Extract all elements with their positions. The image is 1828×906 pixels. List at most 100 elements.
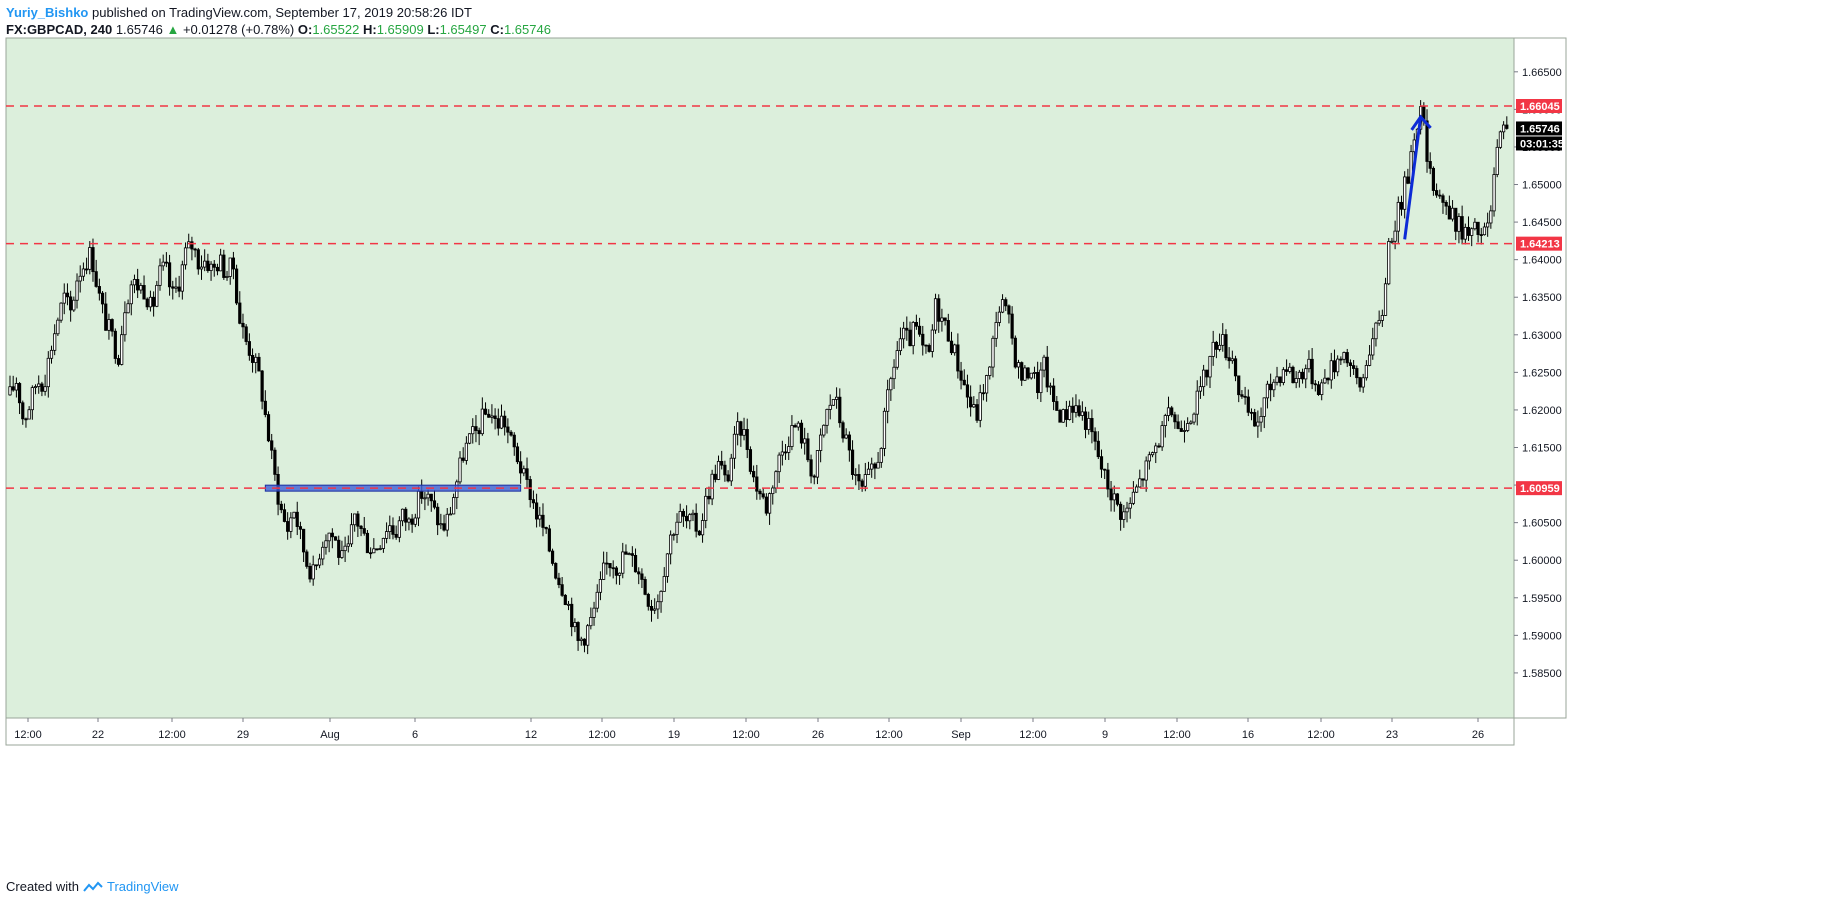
candle bbox=[132, 279, 137, 286]
candle bbox=[1192, 413, 1196, 423]
candle bbox=[171, 286, 175, 289]
y-tick-label: 1.64000 bbox=[1522, 255, 1562, 267]
candle bbox=[841, 422, 845, 439]
candle bbox=[525, 468, 529, 480]
candle bbox=[27, 409, 31, 420]
candle bbox=[187, 241, 191, 249]
candle bbox=[898, 338, 903, 352]
candle bbox=[541, 514, 545, 528]
candle bbox=[1080, 411, 1084, 416]
price-chart[interactable]: 1.665001.660001.655001.650001.645001.640… bbox=[0, 0, 1828, 870]
plot-area[interactable] bbox=[5, 37, 1515, 719]
candle bbox=[62, 292, 66, 304]
candle bbox=[81, 268, 86, 277]
candle bbox=[1224, 334, 1228, 359]
candle bbox=[1170, 407, 1174, 416]
y-tick-label: 1.63500 bbox=[1522, 292, 1562, 304]
candle bbox=[755, 476, 759, 492]
ohlc-line: FX:GBPCAD, 240 1.65746 ▲ +0.01278 (+0.78… bbox=[6, 21, 551, 38]
candle bbox=[1300, 371, 1305, 380]
time-axis[interactable] bbox=[5, 717, 1515, 746]
x-tick-label: 12:00 bbox=[588, 729, 616, 741]
open-label: O: bbox=[297, 22, 313, 37]
candle bbox=[815, 450, 820, 478]
tradingview-link[interactable]: TradingView bbox=[106, 879, 179, 894]
candle bbox=[1489, 210, 1493, 224]
candle bbox=[716, 460, 721, 480]
candle bbox=[672, 534, 676, 536]
candle bbox=[228, 257, 232, 277]
candle bbox=[576, 622, 580, 641]
candle bbox=[1077, 405, 1081, 416]
candle bbox=[1160, 425, 1164, 448]
candle bbox=[136, 279, 140, 291]
candle bbox=[311, 564, 315, 580]
candle bbox=[196, 249, 200, 270]
price-axis[interactable] bbox=[1513, 37, 1567, 719]
level-price-tag bbox=[1516, 481, 1562, 496]
candle bbox=[589, 616, 593, 627]
candle bbox=[420, 490, 424, 499]
candle bbox=[1253, 412, 1257, 427]
candle bbox=[860, 480, 864, 487]
candle bbox=[1387, 241, 1391, 285]
candle bbox=[547, 528, 551, 552]
trend-arrow-line[interactable] bbox=[1403, 116, 1423, 240]
candle bbox=[1348, 362, 1353, 366]
candle bbox=[522, 468, 526, 474]
candle bbox=[1013, 337, 1017, 368]
candle bbox=[1000, 299, 1005, 313]
candle bbox=[1275, 376, 1279, 383]
candle bbox=[630, 553, 634, 556]
candle bbox=[282, 509, 287, 522]
candle bbox=[21, 402, 25, 420]
candle bbox=[1026, 367, 1030, 379]
x-tick-label: 26 bbox=[812, 729, 824, 741]
candle bbox=[640, 573, 644, 580]
candle bbox=[490, 415, 494, 418]
candle bbox=[886, 389, 890, 412]
candle bbox=[1342, 352, 1346, 360]
candle bbox=[1444, 201, 1448, 207]
candle bbox=[180, 264, 184, 292]
candle bbox=[1208, 356, 1212, 378]
y-tick-label: 1.66500 bbox=[1522, 67, 1562, 79]
candle bbox=[1007, 305, 1011, 315]
candle bbox=[1399, 201, 1404, 210]
candle bbox=[732, 433, 737, 459]
author-link[interactable]: Yuriy_Bishko bbox=[6, 5, 89, 20]
candle bbox=[59, 302, 63, 321]
candle bbox=[595, 591, 599, 609]
candle bbox=[777, 454, 781, 473]
candle bbox=[238, 302, 242, 324]
candle bbox=[624, 551, 628, 555]
candle bbox=[1186, 423, 1190, 431]
candle bbox=[340, 550, 344, 558]
candle bbox=[850, 449, 855, 475]
candle bbox=[295, 511, 299, 527]
candle bbox=[167, 262, 172, 288]
close-value: 1.65746 bbox=[503, 22, 551, 37]
candle bbox=[292, 511, 296, 519]
candle bbox=[49, 349, 54, 359]
candle bbox=[1004, 299, 1008, 307]
y-tick-label: 1.64500 bbox=[1522, 217, 1562, 229]
candle bbox=[780, 451, 784, 456]
candle bbox=[1291, 366, 1295, 384]
last-price-label: 1.65746 bbox=[1520, 123, 1560, 135]
candle bbox=[139, 285, 143, 291]
candle bbox=[215, 266, 220, 272]
candle bbox=[46, 357, 50, 388]
candle bbox=[1087, 418, 1091, 430]
high-label: H: bbox=[362, 22, 377, 37]
candle bbox=[84, 268, 89, 271]
candle bbox=[633, 554, 638, 573]
candle bbox=[126, 303, 130, 314]
candle bbox=[72, 299, 76, 311]
y-tick-label: 1.59500 bbox=[1522, 593, 1562, 605]
candle bbox=[445, 513, 449, 531]
candle bbox=[1441, 195, 1445, 203]
candle bbox=[1099, 456, 1104, 470]
candle bbox=[317, 558, 322, 566]
y-tick-label: 1.60500 bbox=[1522, 518, 1562, 530]
